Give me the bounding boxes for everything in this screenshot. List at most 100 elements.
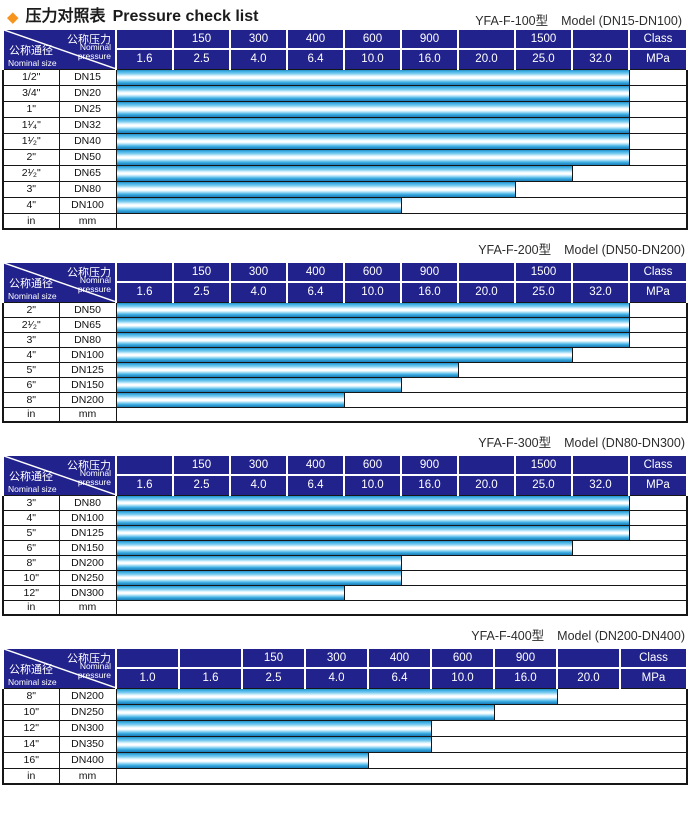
table-row: 8" DN200	[2, 391, 688, 408]
table-row: 12" DN300	[2, 584, 688, 601]
table-caption: YFA-F-200型 Model (DN50-DN200)	[0, 243, 688, 257]
mpa-value-header-cell: 16.0	[400, 281, 459, 303]
size-inch-cell: 5"	[2, 524, 60, 541]
class-unit-header-cell: Class	[628, 261, 688, 283]
nominal-pressure-label-en1: Nominal	[79, 661, 111, 671]
mpa-value-header-cell: 10.0	[343, 474, 402, 496]
pressure-table-1: 公称压力 Nominal pressure 公称通径 Nominal size 150 30…	[2, 28, 688, 230]
size-dn-cell: DN80	[58, 331, 117, 348]
class-value-header-cell: 600	[343, 454, 402, 476]
nominal-pressure-label-en2: pressure	[77, 284, 111, 294]
pressure-range-bar	[115, 116, 630, 134]
nominal-pressure-label-en2: pressure	[77, 477, 111, 487]
empty-cell	[430, 735, 688, 753]
mpa-value-header-cell: 16.0	[400, 474, 459, 496]
empty-cell	[628, 132, 688, 150]
table-row: 3/4" DN20	[2, 84, 688, 102]
mpa-value-header-cell: 32.0	[571, 48, 630, 70]
pressure-table-2: 公称压力 Nominal pressure 公称通径 Nominal size 150 30…	[2, 261, 688, 423]
size-inch-cell: 12"	[2, 584, 60, 601]
table-row: 3" DN80	[2, 331, 688, 348]
table-row: 4" DN100	[2, 346, 688, 363]
nominal-size-label-zh: 公称通径	[9, 663, 53, 676]
pressure-range-bar	[115, 84, 630, 102]
size-inch-cell: 2"	[2, 148, 60, 166]
pressure-range-bar	[115, 687, 558, 705]
size-dn-cell: DN400	[58, 751, 117, 769]
table-row: 6" DN150	[2, 376, 688, 393]
empty-cell	[367, 751, 688, 769]
size-inch-cell: 8"	[2, 391, 60, 408]
unit-inch-cell: in	[2, 212, 60, 230]
size-dn-cell: DN32	[58, 116, 117, 134]
pressure-range-bar	[115, 68, 630, 86]
pressure-range-bar	[115, 316, 630, 333]
table-row: 2¹⁄₂" DN65	[2, 316, 688, 333]
size-inch-cell: 1¹⁄₄"	[2, 116, 60, 134]
empty-cell	[628, 331, 688, 348]
class-value-header-cell: 400	[286, 261, 345, 283]
class-unit-header-cell: Class	[619, 647, 688, 669]
size-inch-cell: 6"	[2, 539, 60, 556]
size-dn-cell: DN350	[58, 735, 117, 753]
table-row: 5" DN125	[2, 524, 688, 541]
page-title-en: Pressure check list	[112, 8, 259, 25]
empty-cell	[571, 539, 688, 556]
empty-cell	[457, 361, 688, 378]
table-row: 3" DN80	[2, 494, 688, 511]
pressure-range-bar	[115, 554, 402, 571]
pressure-range-bar	[115, 584, 345, 601]
class-unit-header-cell: Class	[628, 454, 688, 476]
pressure-range-bar	[115, 751, 369, 769]
pressure-table-3: 公称压力 Nominal pressure 公称通径 Nominal size 150 30…	[2, 454, 688, 616]
table-row: 10" DN250	[2, 569, 688, 586]
size-inch-cell: 3"	[2, 180, 60, 198]
mpa-value-header-cell: 16.0	[493, 667, 558, 689]
empty-cell	[628, 301, 688, 318]
pressure-range-bar	[115, 148, 630, 166]
class-value-header-cell: 300	[304, 647, 369, 669]
nominal-size-label-zh: 公称通径	[9, 470, 53, 483]
table-row: 12" DN300	[2, 719, 688, 737]
size-inch-cell: 10"	[2, 703, 60, 721]
size-dn-cell: DN100	[58, 196, 117, 214]
caption-model-name: YFA-F-200型	[478, 243, 552, 257]
pressure-table-4: 公称压力 Nominal pressure 公称通径 Nominal size 150 30…	[2, 647, 688, 785]
class-value-header-cell: 900	[400, 261, 459, 283]
class-value-header-cell: 400	[286, 28, 345, 50]
unit-mm-cell: mm	[58, 767, 117, 785]
class-value-header-cell: 300	[229, 28, 288, 50]
table-row: 6" DN150	[2, 539, 688, 556]
class-value-header-cell: 1500	[514, 28, 573, 50]
table-row: 14" DN350	[2, 735, 688, 753]
nominal-pressure-label-zh: 公称压力	[67, 653, 111, 665]
size-inch-cell: 3"	[2, 331, 60, 348]
size-dn-cell: DN65	[58, 164, 117, 182]
class-value-header-cell: 150	[172, 261, 231, 283]
size-dn-cell: DN150	[58, 376, 117, 393]
page-header: ◆ 压力对照表 Pressure check list YFA-F-100型 Mo…	[0, 0, 688, 28]
empty-cell	[628, 494, 688, 511]
nominal-pressure-label-zh: 公称压力	[67, 267, 111, 279]
corner-header-cell: 公称压力 Nominal pressure 公称通径 Nominal size	[2, 261, 117, 303]
size-inch-cell: 2¹⁄₂"	[2, 316, 60, 333]
table-caption: YFA-F-300型 Model (DN80-DN300)	[0, 436, 688, 450]
corner-header-cell: 公称压力 Nominal pressure 公称通径 Nominal size	[2, 28, 117, 70]
mpa-value-header-cell: 2.5	[241, 667, 306, 689]
class-value-header-cell: 600	[430, 647, 495, 669]
nominal-pressure-label-en1: Nominal	[79, 42, 111, 52]
diagonal-line	[5, 264, 114, 301]
class-value-header-cell	[115, 647, 180, 669]
class-value-header-cell	[457, 454, 516, 476]
mpa-value-header-cell: 16.0	[400, 48, 459, 70]
table-row: 2¹⁄₂" DN65	[2, 164, 688, 182]
mpa-unit-header-cell: MPa	[619, 667, 688, 689]
class-value-header-cell: 150	[172, 454, 231, 476]
caption-model-range: Model (DN50-DN200)	[564, 243, 685, 257]
nominal-size-label-zh: 公称通径	[9, 277, 53, 290]
mpa-value-header-cell: 25.0	[514, 48, 573, 70]
table-row: 4" DN100	[2, 196, 688, 214]
size-inch-cell: 3/4"	[2, 84, 60, 102]
pressure-range-bar	[115, 331, 630, 348]
class-value-header-cell	[457, 261, 516, 283]
